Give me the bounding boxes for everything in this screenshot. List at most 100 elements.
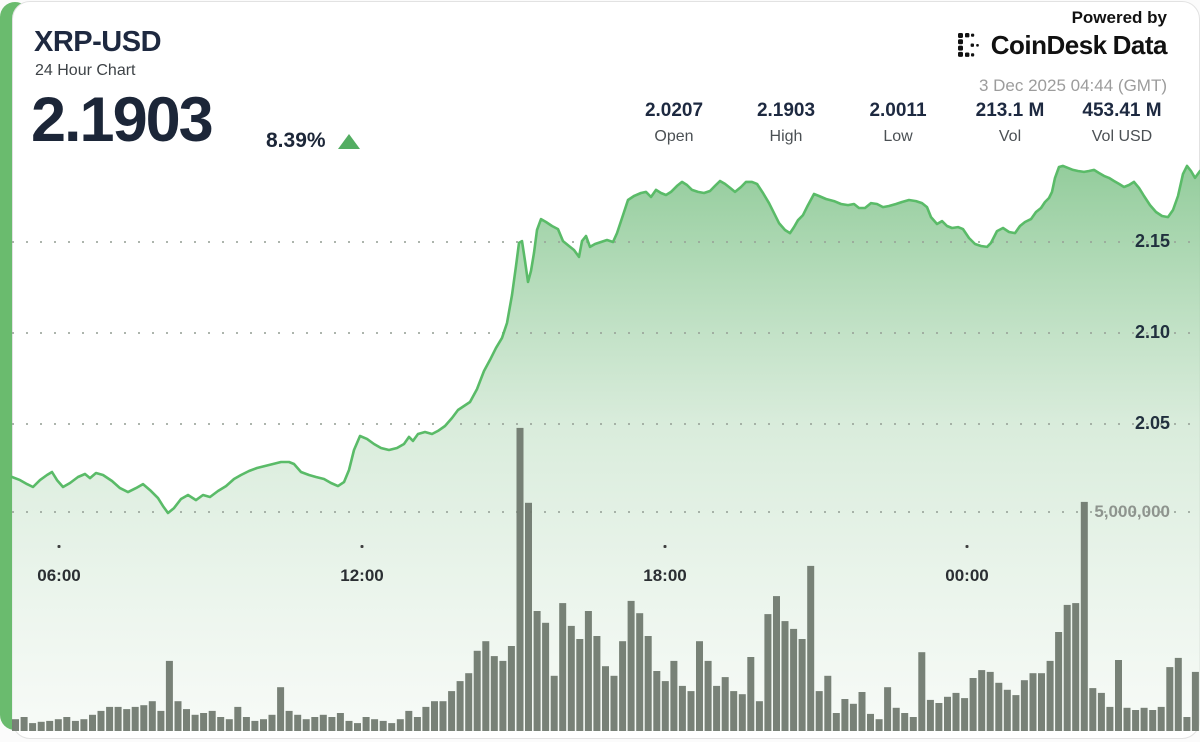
volume-bar: [721, 677, 729, 731]
time-axis-label: 18:00: [643, 566, 687, 585]
volume-bar: [413, 717, 421, 731]
volume-bar: [1046, 660, 1054, 731]
price-line: [10, 164, 1200, 515]
current-price: 2.1903: [31, 85, 214, 155]
stat-open: 2.0207 Open: [618, 100, 730, 146]
x-tick-dot: [360, 545, 364, 548]
volume-bar: [456, 681, 464, 731]
volume-bar: [678, 685, 686, 731]
volume-bar: [208, 710, 216, 731]
volume-bar: [738, 694, 746, 731]
volume-bar: [165, 660, 173, 731]
volume-bar: [251, 720, 259, 731]
price-axis-label: 2.15: [1134, 231, 1170, 251]
logo-wordmark: CoinDesk Data: [990, 30, 1168, 60]
volume-bar: [935, 703, 943, 731]
volume-bar: [696, 641, 703, 731]
stat-value: 2.0011: [869, 100, 927, 121]
volume-bar: [627, 600, 635, 731]
volume-bar: [661, 681, 669, 731]
coindesk-data-logo[interactable]: CoinDesk Data: [957, 30, 1168, 61]
volume-bar: [1106, 706, 1114, 731]
stat-vol-usd: 453.41 M Vol USD: [1066, 100, 1178, 146]
volume-bar: [157, 710, 165, 731]
volume-bar: [140, 705, 148, 731]
volume-bar: [89, 714, 96, 731]
volume-bar: [1149, 710, 1157, 731]
change-percent: 8.39%: [266, 129, 326, 152]
price-axis-label: 2.10: [1134, 322, 1170, 342]
volume-bar: [97, 710, 105, 731]
volume-bar: [687, 691, 695, 731]
chart-subtitle: 24 Hour Chart: [35, 62, 136, 79]
volume-bar: [499, 660, 507, 731]
volume-bar: [867, 713, 874, 731]
coindesk-logo-icon: [957, 33, 979, 57]
volume-bar: [482, 641, 490, 731]
stat-high: 2.1903 High: [730, 100, 842, 146]
price-axis-label: 2.05: [1134, 413, 1170, 433]
volume-bar: [790, 628, 798, 731]
volume-bar: [807, 565, 815, 731]
volume-bar: [106, 706, 114, 731]
stat-label: Vol: [998, 128, 1022, 145]
x-tick-dot: [965, 545, 969, 548]
volume-bar: [525, 502, 532, 731]
volume-bar: [576, 639, 584, 731]
volume-bar: [336, 713, 344, 731]
volume-bar: [260, 719, 267, 731]
volume-bar: [619, 641, 627, 731]
volume-bar: [405, 710, 413, 731]
volume-bar: [396, 719, 404, 731]
volume-bar: [832, 713, 840, 731]
stat-value: 453.41 M: [1082, 100, 1162, 121]
volume-bar: [901, 713, 909, 731]
volume-bar: [345, 720, 353, 731]
volume-bar: [610, 675, 618, 731]
volume-bar: [1020, 680, 1028, 731]
volume-bar: [114, 706, 122, 731]
volume-bar: [841, 699, 849, 731]
volume-bar: [362, 717, 370, 731]
volume-bar: [1063, 604, 1071, 731]
page-title: XRP-USD: [34, 26, 162, 58]
volume-bar: [183, 709, 190, 731]
volume-bar: [1174, 657, 1182, 731]
volume-bar: [1038, 673, 1045, 731]
x-tick-dot: [663, 545, 667, 548]
volume-bar: [815, 691, 823, 731]
stat-label: Vol USD: [1091, 128, 1153, 145]
stat-label: Open: [654, 128, 694, 145]
volume-bar: [944, 696, 951, 731]
volume-bar: [653, 671, 661, 731]
volume-bar: [29, 723, 37, 731]
x-tick-dot: [57, 545, 61, 548]
volume-bar: [602, 666, 609, 731]
volume-bar: [371, 719, 379, 731]
volume-bar: [388, 723, 396, 731]
volume-bar: [354, 723, 361, 731]
volume-bar: [71, 720, 79, 731]
volume-bar: [926, 699, 934, 731]
volume-bar: [242, 717, 250, 731]
volume-bar: [1012, 695, 1020, 731]
powered-by-label: Powered by: [1071, 8, 1167, 27]
volume-bar: [191, 714, 199, 731]
price-change: 8.39%: [266, 129, 360, 153]
volume-bar: [764, 614, 772, 731]
volume-bar: [567, 625, 575, 731]
volume-bar: [798, 639, 806, 731]
volume-bar: [448, 691, 456, 731]
volume-bar: [217, 717, 225, 731]
volume-bar: [1055, 632, 1063, 731]
volume-bar: [507, 646, 515, 731]
volume-bar: [550, 675, 558, 731]
volume-bar: [294, 714, 302, 731]
volume-bar: [277, 687, 285, 731]
volume-bar: [584, 611, 592, 731]
stat-vol: 213.1 M Vol: [954, 100, 1066, 146]
volume-bar: [858, 692, 866, 731]
volume-bar: [995, 682, 1003, 731]
volume-bar: [46, 720, 54, 731]
